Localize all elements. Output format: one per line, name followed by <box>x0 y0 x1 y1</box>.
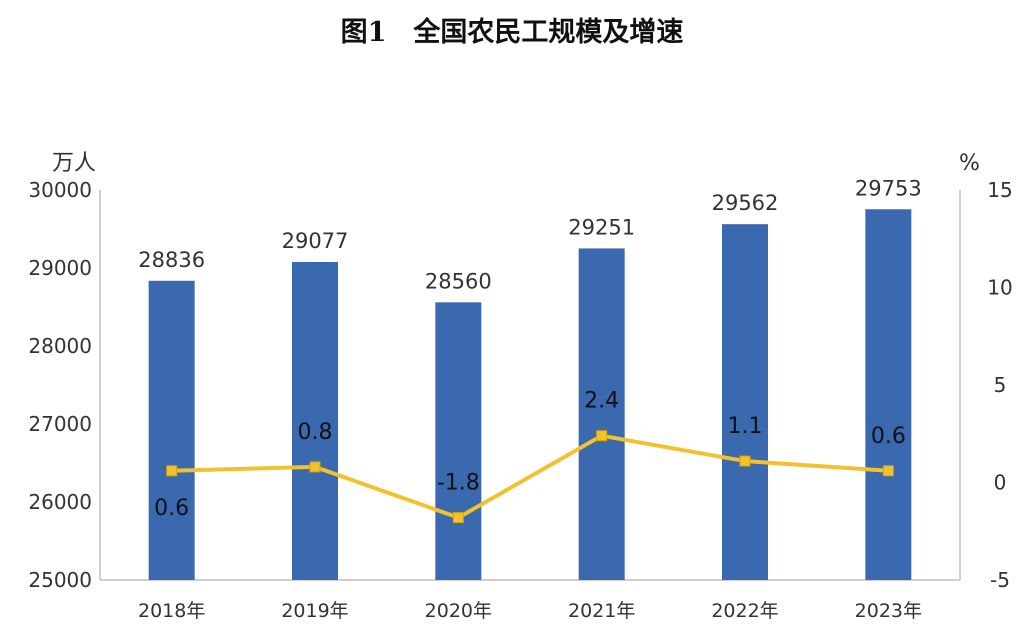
chart-title: 图1 全国农民工规模及增速 <box>340 17 684 48</box>
x-tick-label: 2022年 <box>711 600 778 622</box>
bar-value-label: 29562 <box>712 191 779 215</box>
bar <box>292 261 338 580</box>
bar <box>865 209 912 581</box>
bar <box>722 224 768 580</box>
line-point <box>309 461 321 473</box>
line-value-label: 0.6 <box>154 496 189 521</box>
y-left-tick-label: 29000 <box>28 256 92 280</box>
x-tick-label: 2019年 <box>281 600 348 622</box>
line-value-label: 1.1 <box>728 414 763 439</box>
line-value-label: 2.4 <box>584 389 619 414</box>
line-value-label: -1.8 <box>437 471 480 496</box>
bar-value-label: 29077 <box>282 229 349 253</box>
y-left-tick-label: 30000 <box>28 178 92 202</box>
line-point <box>452 512 464 524</box>
y-left-unit: 万人 <box>52 151 96 176</box>
bar-value-label: 29251 <box>568 215 635 239</box>
y-left-tick-label: 28000 <box>28 334 92 358</box>
y-right-tick-label: 5 <box>994 373 1007 397</box>
bar-value-label: 28836 <box>138 248 205 272</box>
bar-value-label: 29753 <box>855 176 922 200</box>
line-point <box>596 430 608 442</box>
line-value-label: 0.6 <box>871 424 906 449</box>
y-right-tick-label: -5 <box>990 568 1010 592</box>
bar <box>578 248 625 580</box>
x-tick-label: 2021年 <box>568 600 635 622</box>
line-value-label: 0.8 <box>298 420 333 445</box>
y-right-unit: % <box>959 151 980 176</box>
y-left-tick-label: 27000 <box>28 412 92 436</box>
x-tick-label: 2018年 <box>138 600 205 622</box>
y-right-tick-label: 0 <box>994 471 1007 495</box>
y-right-tick-label: 10 <box>987 276 1012 300</box>
x-tick-label: 2023年 <box>855 600 922 622</box>
axes: 25000 26000 27000 28000 29000 30000 -5 0 5 10 15 万人… <box>28 151 1012 622</box>
line-point <box>166 465 178 477</box>
x-tick-label: 2020年 <box>425 600 492 622</box>
bar-value-label: 28560 <box>425 269 492 293</box>
bar <box>435 302 482 580</box>
y-left-tick-label: 26000 <box>28 490 92 514</box>
y-left-tick-label: 25000 <box>28 568 92 592</box>
bars <box>148 209 912 581</box>
bar <box>148 280 195 580</box>
line-point <box>739 455 751 467</box>
growth-line <box>166 430 894 524</box>
line-point <box>882 465 894 477</box>
y-right-tick-label: 15 <box>987 178 1012 202</box>
labels: 28836 29077 28560 29251 29562 29753 0.6 0.8 -1.8… <box>138 176 921 521</box>
growth-line-path <box>171 433 889 520</box>
